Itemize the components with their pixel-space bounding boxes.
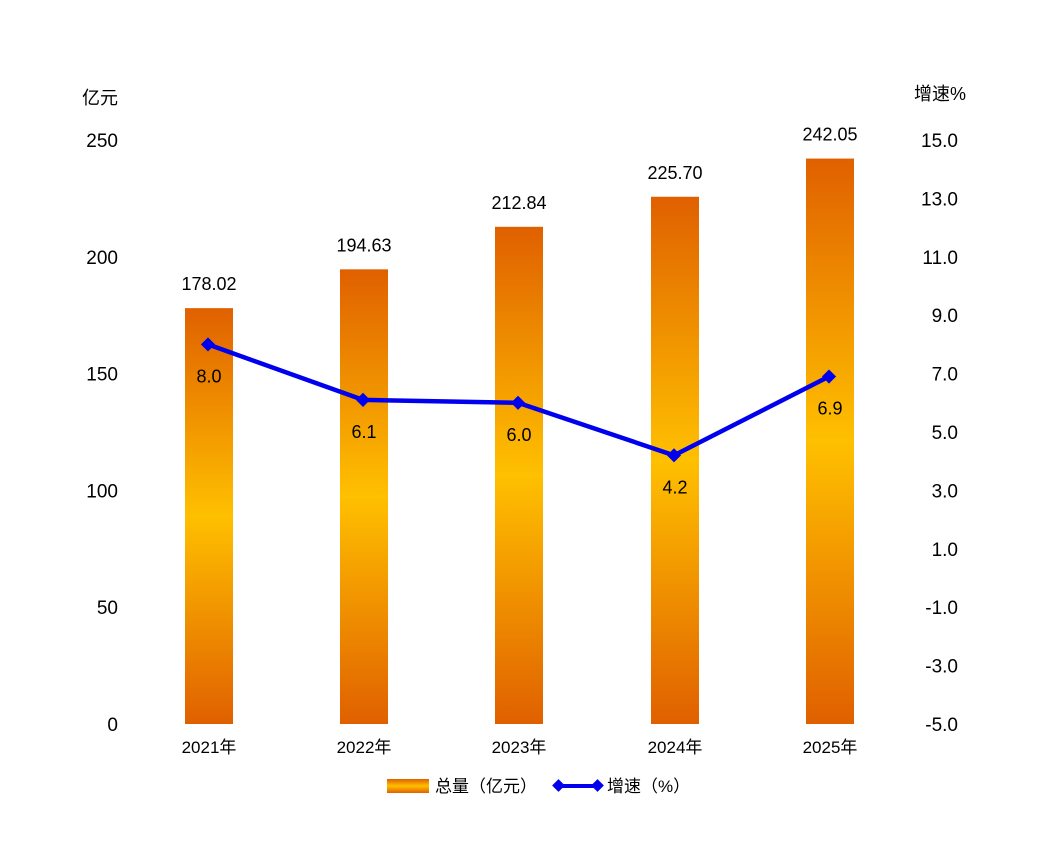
line-point-marker	[666, 448, 682, 463]
x-tick-label: 2025年	[803, 738, 858, 757]
right-tick-label: -3.0	[925, 657, 958, 678]
left-tick-label: 50	[97, 598, 118, 619]
right-tick-label: 5.0	[932, 423, 958, 444]
bar-value-label: 242.05	[802, 125, 857, 145]
bar-value-label: 194.63	[336, 235, 391, 255]
right-tick-label: -5.0	[925, 715, 958, 736]
line-point-marker	[510, 395, 526, 410]
legend-line-marker	[591, 779, 604, 792]
left-tick-label: 250	[86, 131, 118, 152]
bar-series	[185, 158, 854, 725]
line-value-label: 6.0	[506, 425, 531, 445]
left-tick-label: 150	[86, 365, 118, 386]
bar	[806, 158, 854, 725]
bar-value-label: 178.02	[181, 274, 236, 294]
x-tick-label: 2024年	[648, 738, 703, 757]
line-point-marker	[355, 392, 371, 407]
left-tick-label: 0	[107, 715, 118, 736]
right-tick-label: 3.0	[932, 481, 958, 502]
left-tick-label: 100	[86, 481, 118, 502]
left-axis-unit: 亿元	[82, 88, 118, 108]
legend-line-marker	[552, 779, 565, 792]
x-tick-label: 2021年	[182, 738, 237, 757]
legend-bar-label: 总量（亿元）	[435, 777, 537, 796]
left-axis: 0 50 100 150 200 250	[86, 131, 118, 736]
legend-line-label: 增速（%）	[607, 777, 690, 796]
right-tick-label: 1.0	[932, 540, 958, 561]
x-axis: 2021年 2022年 2023年 2024年 2025年	[182, 738, 858, 757]
x-tick-label: 2023年	[492, 738, 547, 757]
bar-data-labels: 178.02 194.63 212.84 225.70 242.05	[181, 125, 857, 295]
right-tick-label: 11.0	[922, 248, 958, 269]
bar-value-label: 212.84	[491, 193, 546, 213]
x-tick-label: 2022年	[337, 738, 392, 757]
bar-value-label: 225.70	[647, 163, 702, 183]
right-tick-label: -1.0	[925, 598, 958, 619]
right-axis-unit: 增速%	[914, 84, 966, 104]
line-data-labels: 8.0 6.1 6.0 4.2 6.9	[196, 366, 842, 497]
line-point-marker	[200, 337, 216, 352]
right-tick-label: 13.0	[921, 189, 958, 210]
right-tick-label: 15.0	[921, 131, 958, 152]
legend: 总量（亿元） 增速（%）	[387, 777, 690, 796]
line-point-marker	[821, 369, 837, 384]
right-tick-label: 7.0	[932, 365, 958, 386]
legend-bar-swatch	[387, 779, 429, 793]
left-tick-label: 200	[86, 248, 118, 269]
line-value-label: 6.9	[817, 399, 842, 419]
bar	[340, 269, 388, 724]
line-value-label: 6.1	[351, 422, 376, 442]
bar	[185, 308, 233, 724]
right-tick-label: 9.0	[932, 306, 958, 327]
line-value-label: 4.2	[662, 477, 687, 497]
bar	[495, 226, 543, 724]
right-axis: -5.0 -3.0 -1.0 1.0 3.0 5.0 7.0 9.0 11.0 13.0 15.0	[921, 131, 958, 736]
line-series	[200, 337, 837, 463]
line-value-label: 8.0	[196, 366, 221, 386]
